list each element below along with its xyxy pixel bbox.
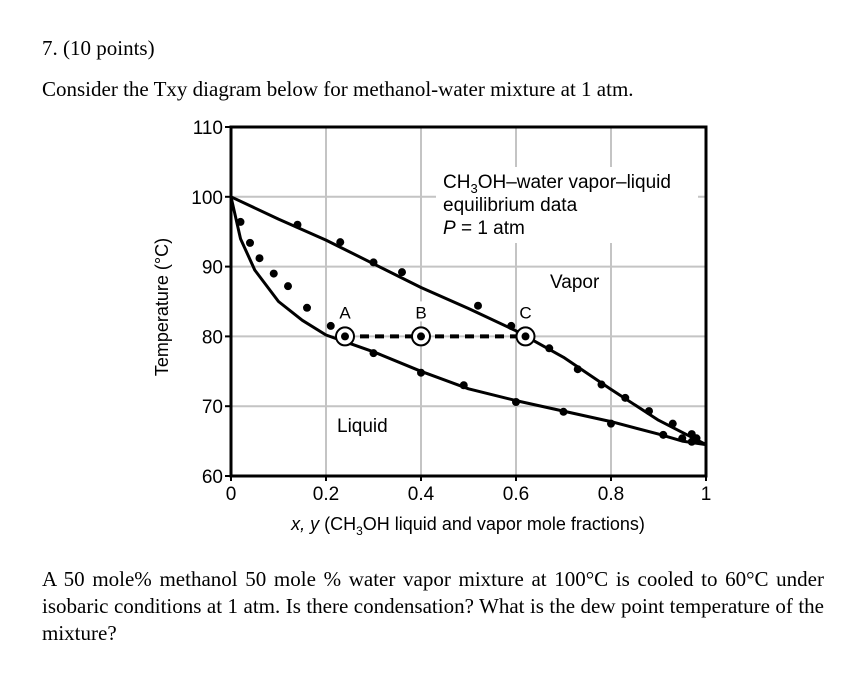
chart-title-line-2: equilibrium data bbox=[443, 195, 578, 216]
data-point-liquid bbox=[269, 269, 278, 278]
state-label-b: B bbox=[415, 303, 426, 322]
y-tick-label: 60 bbox=[202, 467, 223, 488]
data-point-liquid bbox=[246, 238, 254, 247]
x-tick-label: 0.6 bbox=[503, 484, 529, 505]
state-label-a: A bbox=[339, 303, 351, 322]
state-marker-dot-a bbox=[341, 332, 349, 341]
x-tick-label: 0.8 bbox=[598, 484, 624, 505]
data-point-liquid bbox=[326, 321, 335, 330]
liquid-label-bg bbox=[334, 412, 398, 438]
data-point-liquid bbox=[303, 303, 311, 312]
data-point-liquid bbox=[559, 407, 568, 416]
data-point-liquid bbox=[659, 430, 668, 439]
y-tick-label: 80 bbox=[202, 327, 223, 348]
x-tick-label: 0 bbox=[226, 484, 237, 505]
chart-title-line-1: CH3OH–water vapor–liquid bbox=[443, 172, 671, 196]
data-point-liquid bbox=[512, 398, 520, 407]
data-point-vapor bbox=[545, 344, 554, 353]
x-axis-label: x, y (CH3OH liquid and vapor mole fracti… bbox=[290, 514, 645, 538]
data-point-liquid bbox=[284, 282, 292, 291]
chart-axes: 60 70 80 90 100 110 0 0.2 0.4 0.6 0.8 1 bbox=[191, 118, 711, 505]
series-line-liquid bbox=[229, 196, 707, 447]
problem-question: A 50 mole% methanol 50 mole % water vapo… bbox=[42, 567, 824, 645]
data-point-vapor bbox=[336, 238, 345, 247]
state-label-bg-b bbox=[413, 301, 429, 322]
data-point-vapor bbox=[507, 321, 516, 330]
data-point-vapor bbox=[597, 380, 606, 389]
chart-data-points bbox=[236, 217, 701, 446]
data-point-vapor bbox=[398, 268, 406, 277]
data-point-vapor bbox=[293, 220, 302, 229]
problem-intro: Consider the Txy diagram below for metha… bbox=[42, 77, 634, 101]
data-point-vapor bbox=[573, 365, 582, 374]
state-marker-dot-b bbox=[417, 332, 425, 341]
chart-title-line-3: P = 1 atm bbox=[443, 218, 525, 239]
data-point-liquid bbox=[255, 254, 264, 263]
title-box bbox=[436, 167, 698, 243]
data-point-liquid bbox=[236, 217, 245, 226]
data-point-liquid bbox=[459, 381, 468, 390]
y-tick-label: 70 bbox=[202, 397, 223, 418]
data-point-liquid bbox=[607, 419, 615, 428]
liquid-region-label: Liquid bbox=[337, 416, 388, 437]
y-tick-label: 90 bbox=[202, 258, 223, 279]
y-axis-label: Temperature (°C) bbox=[152, 238, 172, 376]
data-point-vapor bbox=[645, 407, 653, 416]
x-tick-label: 1 bbox=[701, 484, 712, 505]
state-marker-dot-c bbox=[521, 332, 530, 341]
vapor-label-bg bbox=[547, 268, 607, 294]
txy-chart: A B C 60 70 80 90 100 110 0 0.2 0.4 0.6 0.8 1 CH3OH–w… bbox=[152, 118, 711, 538]
plot-frame bbox=[229, 125, 708, 478]
vapor-region-label: Vapor bbox=[550, 272, 600, 293]
y-tick-label: 100 bbox=[191, 188, 223, 209]
problem-heading: 7. (10 points) bbox=[42, 36, 155, 60]
data-point-vapor bbox=[692, 434, 701, 443]
data-point-liquid bbox=[417, 368, 425, 377]
state-label-bg-a bbox=[337, 301, 353, 322]
y-tick-label: 110 bbox=[193, 118, 223, 139]
data-point-liquid bbox=[369, 349, 378, 358]
chart-state-markers: A B C bbox=[335, 301, 536, 347]
data-point-vapor bbox=[621, 393, 630, 402]
data-point-vapor bbox=[369, 258, 378, 267]
data-point-liquid bbox=[678, 434, 687, 443]
x-tick-label: 0.2 bbox=[313, 484, 339, 505]
state-label-c: C bbox=[519, 303, 531, 322]
x-tick-label: 0.4 bbox=[408, 484, 435, 505]
state-label-bg-c bbox=[517, 301, 534, 322]
data-point-vapor bbox=[668, 419, 677, 428]
data-point-vapor bbox=[474, 301, 482, 310]
